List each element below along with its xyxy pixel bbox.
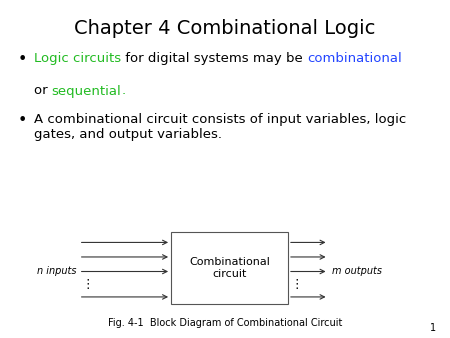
Text: .: . <box>122 84 126 97</box>
Text: n inputs: n inputs <box>37 266 76 276</box>
Text: ⋮: ⋮ <box>291 278 303 291</box>
Text: for digital systems may be: for digital systems may be <box>121 52 307 65</box>
Text: •: • <box>18 52 27 67</box>
Text: •: • <box>18 113 27 128</box>
Text: sequential: sequential <box>52 84 122 97</box>
Text: Logic circuits: Logic circuits <box>34 52 121 65</box>
Text: combinational: combinational <box>307 52 401 65</box>
Text: A combinational circuit consists of input variables, logic
gates, and output var: A combinational circuit consists of inpu… <box>34 113 406 141</box>
Text: Combinational
circuit: Combinational circuit <box>189 257 270 279</box>
Text: Fig. 4-1  Block Diagram of Combinational Circuit: Fig. 4-1 Block Diagram of Combinational … <box>108 318 342 328</box>
Text: 1: 1 <box>430 323 436 333</box>
Text: m outputs: m outputs <box>332 266 382 276</box>
Text: ⋮: ⋮ <box>81 278 94 291</box>
Text: Chapter 4 Combinational Logic: Chapter 4 Combinational Logic <box>74 19 376 38</box>
Bar <box>171 232 288 304</box>
Text: or: or <box>34 84 52 97</box>
